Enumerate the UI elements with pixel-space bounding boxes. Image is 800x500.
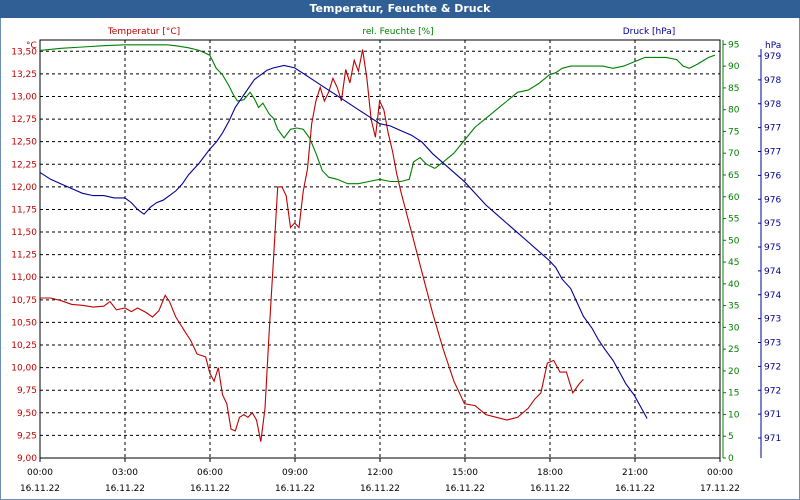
pressure-tick-label: 973 [764, 315, 781, 325]
temperature-tick-label: 10,25 [11, 341, 37, 351]
x-tick-date: 16.11.22 [190, 484, 230, 494]
x-tick-date: 17.11.22 [700, 484, 740, 494]
humidity-tick-label: 60 [728, 193, 740, 203]
pressure-tick-label: 978 [764, 100, 781, 110]
temperature-tick-label: 12,75 [11, 115, 37, 125]
humidity-tick-label: 50 [728, 236, 740, 246]
temperature-unit-label: °C [26, 41, 37, 51]
x-tick-date: 16.11.22 [20, 484, 60, 494]
temperature-tick-label: 9,00 [17, 454, 37, 464]
humidity-tick-label: 25 [728, 345, 739, 355]
pressure-tick-label: 974 [764, 291, 781, 301]
humidity-tick-label: 85 [728, 84, 739, 94]
temperature-tick-label: 9,75 [17, 386, 37, 396]
x-tick-time: 00:00 [707, 468, 733, 478]
pressure-tick-label: 974 [764, 267, 781, 277]
humidity-tick-label: 80 [728, 106, 740, 116]
x-tick-date: 16.11.22 [445, 484, 485, 494]
temperature-tick-label: 10,50 [11, 318, 37, 328]
x-tick-date: 16.11.22 [360, 484, 400, 494]
pressure-tick-label: 975 [764, 243, 781, 253]
temperature-tick-label: 9,50 [17, 409, 37, 419]
pressure-tick-label: 979 [764, 52, 781, 62]
x-tick-time: 21:00 [622, 468, 648, 478]
humidity-tick-label: 75 [728, 127, 739, 137]
pressure-tick-label: 971 [764, 410, 781, 420]
pressure-unit-label: hPa [765, 41, 781, 51]
temperature-tick-label: 13,50 [11, 47, 37, 57]
temperature-tick-label: 12,25 [11, 160, 37, 170]
temperature-tick-label: 11,00 [11, 273, 37, 283]
humidity-tick-label: 40 [728, 280, 740, 290]
pressure-tick-label: 972 [764, 362, 781, 372]
pressure-tick-label: 972 [764, 386, 781, 396]
x-tick-time: 18:00 [537, 468, 563, 478]
pressure-tick-label: 977 [764, 148, 781, 158]
temperature-axis-header: Temperatur [°C] [107, 27, 180, 37]
temperature-tick-label: 11,25 [11, 251, 37, 261]
temperature-tick-label: 13,00 [11, 92, 37, 102]
pressure-series-line [39, 64, 648, 419]
temperature-tick-label: 10,00 [11, 364, 37, 374]
humidity-tick-label: 35 [728, 302, 739, 312]
humidity-tick-label: 65 [728, 171, 739, 181]
pressure-tick-label: 978 [764, 76, 781, 86]
x-tick-date: 16.11.22 [275, 484, 315, 494]
humidity-tick-label: 30 [728, 323, 740, 333]
chart-title: Temperatur, Feuchte & Druck [0, 0, 800, 18]
temperature-tick-label: 10,75 [11, 296, 37, 306]
humidity-tick-label: 10 [728, 410, 740, 420]
temperature-tick-label: 9,25 [17, 431, 37, 441]
x-tick-time: 00:00 [27, 468, 53, 478]
pressure-tick-label: 976 [764, 171, 781, 181]
pressure-tick-label: 975 [764, 219, 781, 229]
x-tick-time: 15:00 [452, 468, 478, 478]
humidity-tick-label: 45 [728, 258, 739, 268]
temperature-tick-label: 12,00 [11, 183, 37, 193]
humidity-tick-label: 90 [728, 62, 740, 72]
humidity-axis-header: rel. Feuchte [%] [362, 27, 433, 37]
humidity-tick-label: 55 [728, 215, 739, 225]
temperature-tick-label: 13,25 [11, 70, 37, 80]
humidity-series-line [39, 44, 716, 185]
pressure-tick-label: 973 [764, 339, 781, 349]
temperature-tick-label: 12,50 [11, 138, 37, 148]
temperature-tick-label: 11,50 [11, 228, 37, 238]
humidity-tick-label: 95 [728, 40, 739, 50]
pressure-tick-label: 976 [764, 195, 781, 205]
humidity-tick-label: 15 [728, 389, 739, 399]
x-tick-date: 16.11.22 [530, 484, 570, 494]
x-tick-time: 09:00 [282, 468, 308, 478]
humidity-tick-label: 20 [728, 367, 740, 377]
humidity-tick-label: 5 [728, 432, 734, 442]
x-tick-time: 12:00 [367, 468, 393, 478]
humidity-tick-label: 0 [728, 454, 734, 464]
temperature-tick-label: 11,75 [11, 205, 37, 215]
x-tick-time: 06:00 [197, 468, 223, 478]
x-tick-date: 16.11.22 [615, 484, 655, 494]
temperature-series-line [40, 49, 584, 442]
humidity-tick-label: 70 [728, 149, 740, 159]
pressure-axis-header: Druck [hPa] [623, 27, 676, 37]
pressure-tick-label: 971 [764, 434, 781, 444]
x-tick-date: 16.11.22 [105, 484, 145, 494]
x-tick-time: 03:00 [112, 468, 138, 478]
pressure-tick-label: 977 [764, 124, 781, 134]
